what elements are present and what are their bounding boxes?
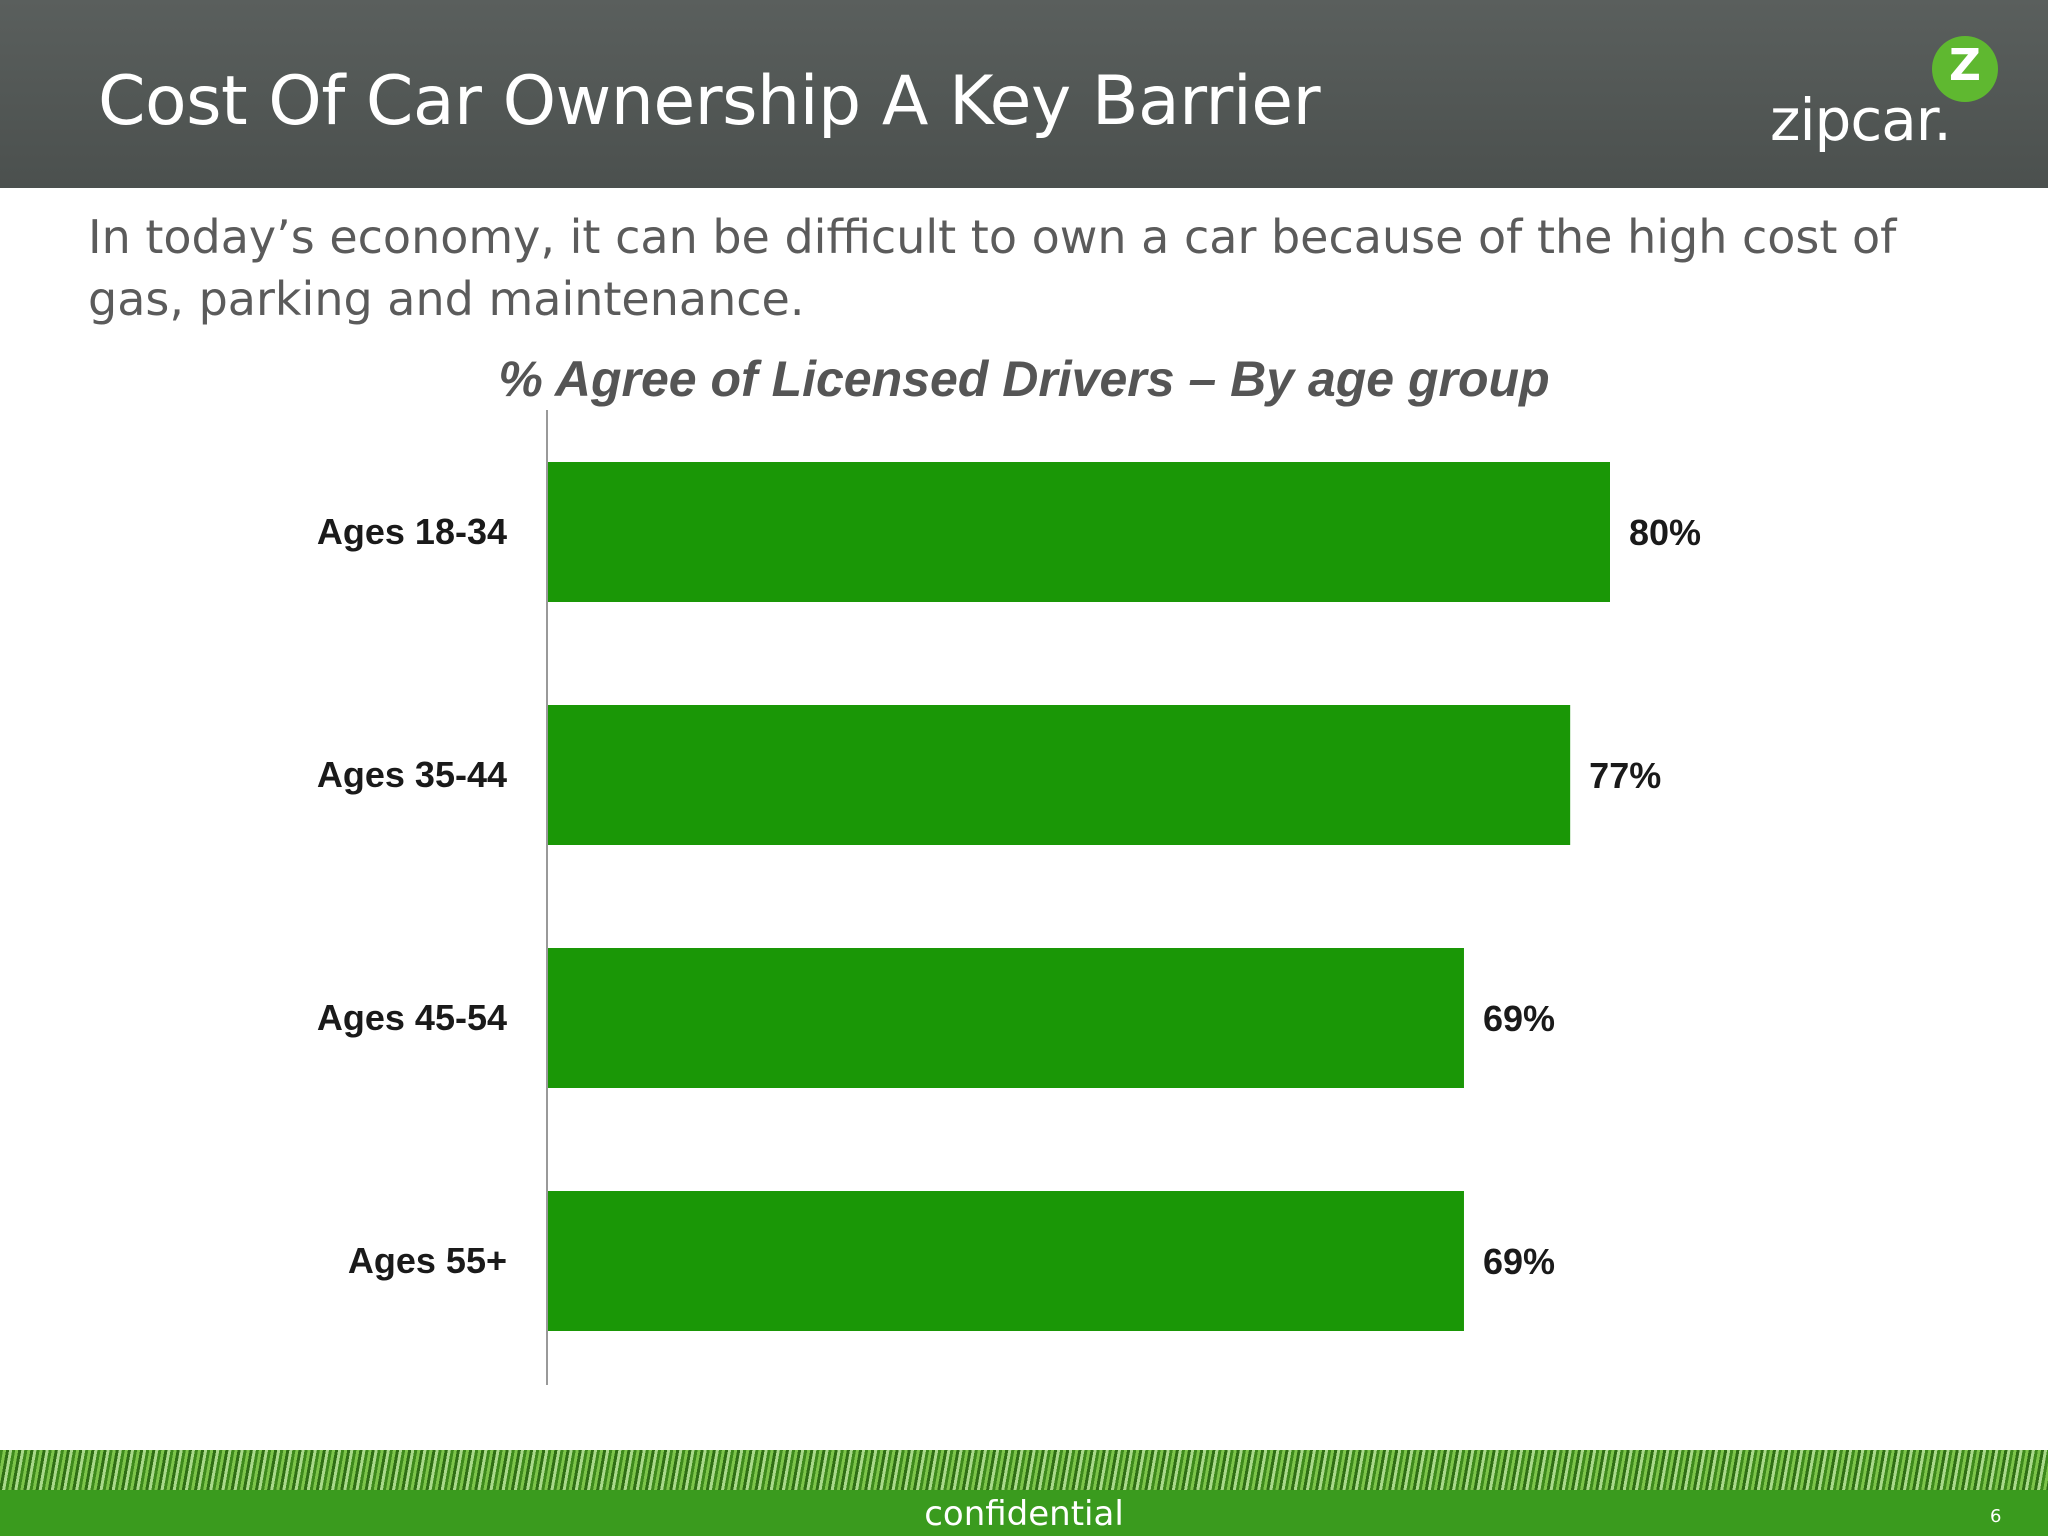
bar-2 [548,948,1464,1088]
bar-3 [548,1191,1464,1331]
category-label: Ages 55+ [348,1240,507,1281]
chart-title: % Agree of Licensed Drivers – By age gro… [498,351,1550,407]
logo-text: zipcar. [1770,86,1952,154]
page-number: 6 [1990,1506,2002,1527]
value-label: 80% [1629,512,1701,553]
grass-decoration [0,1450,2048,1492]
bar-1 [548,705,1571,845]
category-label: Ages 18-34 [317,511,507,552]
category-label: Ages 45-54 [317,997,507,1038]
category-label: Ages 35-44 [317,754,507,795]
logo-badge-icon: Z [1932,36,1998,102]
footer-bar [0,1490,2048,1536]
bar-0 [548,462,1610,602]
value-label: 77% [1589,755,1661,796]
header-bar: Cost Of Car Ownership A Key Barrier Z zi… [0,0,2048,188]
slide-title: Cost Of Car Ownership A Key Barrier [98,62,1321,141]
zipcar-logo: Z zipcar. [1770,36,2010,156]
bar-chart: Ages 18-34 80% Ages 35-44 77% Ages 45-54 69% A… [317,410,1701,1385]
value-label: 69% [1483,1241,1555,1282]
slide-subtitle: In today’s economy, it can be difficult … [88,210,1897,326]
footer-confidential: confidential [924,1494,1124,1534]
value-label: 69% [1483,998,1555,1039]
logo-badge-letter: Z [1949,40,1981,91]
